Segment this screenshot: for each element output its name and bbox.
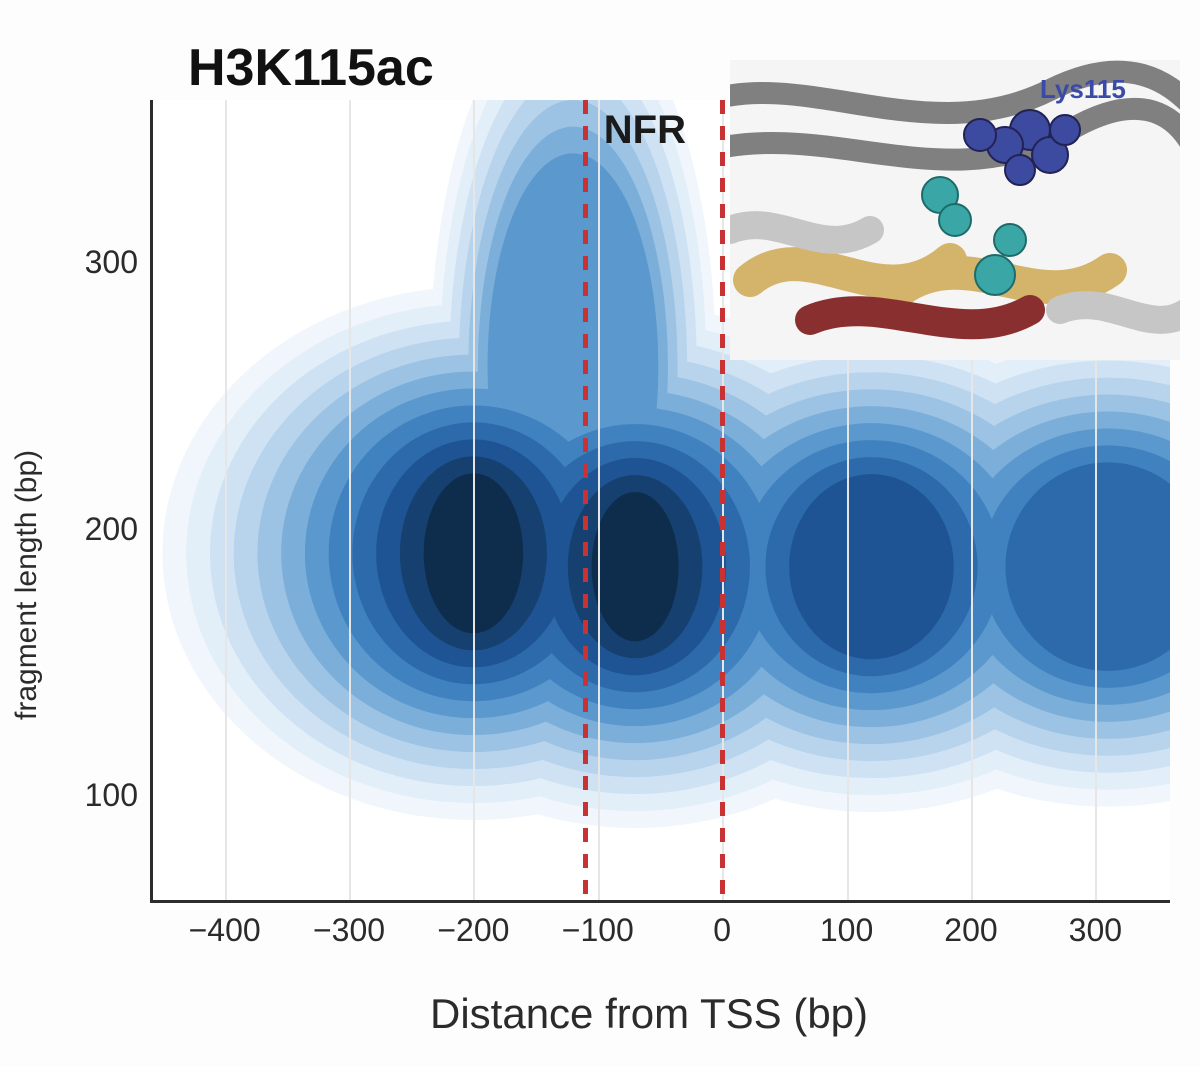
xtick-label: −300: [309, 912, 389, 949]
xtick-label: 300: [1055, 912, 1135, 949]
xtick-label: −100: [558, 912, 638, 949]
xtick-label: 200: [931, 912, 1011, 949]
protein-structure-illustration: [730, 60, 1180, 360]
lys115-label: Lys115: [1040, 74, 1126, 105]
gridline: [598, 100, 600, 900]
nfr-dashed-line: [583, 100, 588, 900]
chart-title: H3K115ac: [188, 38, 434, 98]
gridline: [349, 100, 351, 900]
structure-inset: Lys115: [730, 60, 1180, 360]
gridline: [225, 100, 227, 900]
xtick-label: 100: [807, 912, 887, 949]
xtick-label: −200: [433, 912, 513, 949]
y-axis-label: fragment length (bp): [10, 450, 44, 720]
nfr-label: NFR: [604, 108, 686, 153]
xtick-label: −400: [185, 912, 265, 949]
x-axis-label: Distance from TSS (bp): [430, 990, 868, 1038]
gridline: [473, 100, 475, 900]
figure-root: H3K115ac −400 −300 −200 −100 0 100 200 300 100 20…: [0, 0, 1200, 1067]
xtick-label: 0: [682, 912, 762, 949]
y-axis: [150, 100, 153, 900]
ytick-label: 300: [85, 244, 138, 281]
ytick-label: 200: [85, 511, 138, 548]
nfr-dashed-line: [720, 100, 725, 900]
x-axis: [150, 900, 1170, 903]
ytick-label: 100: [85, 777, 138, 814]
